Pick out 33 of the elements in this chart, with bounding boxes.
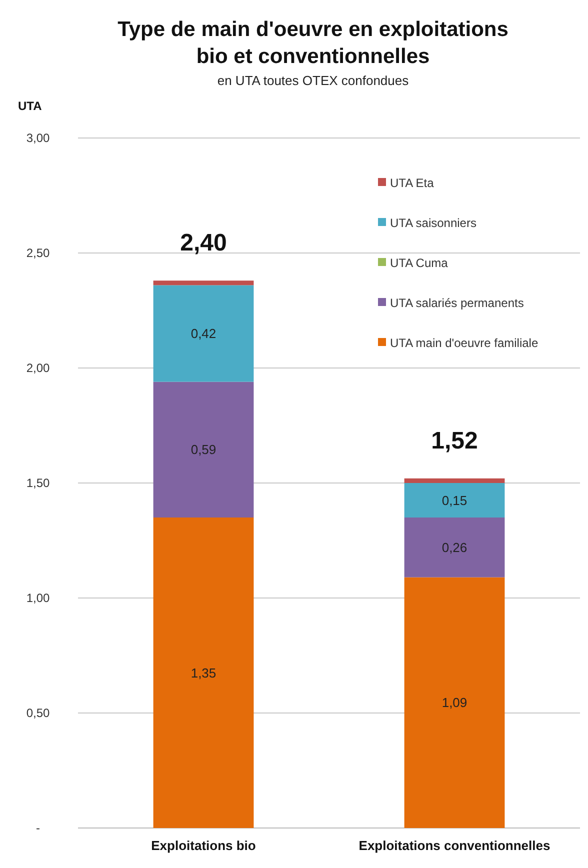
data-label: 0,59 [190,442,216,458]
total-label: 1,52 [431,427,478,454]
y-axis-title: UTA [18,99,42,113]
y-tick-label: 1,00 [26,591,50,606]
data-label: 1,09 [442,695,468,710]
bar [153,518,254,828]
bar [153,382,254,518]
legend-label: UTA Eta [390,176,434,190]
bar [404,483,505,518]
data-label: 0,42 [190,326,216,342]
y-tick-label: 1,50 [26,476,50,490]
y-tick-label: 2,00 [26,361,50,376]
data-label: 1,35 [190,665,216,680]
y-tick-label: 0,50 [26,706,50,720]
legend-label: UTA salariés permanents [390,296,524,310]
chart-title: Type de main d'oeuvre en exploitations bio et conventionnelles [118,18,508,68]
y-tick-label: 2,50 [26,246,50,260]
x-tick-label: Exploitations bio [151,838,256,853]
y-tick-label: 3,00 [26,131,50,146]
legend-label: UTA Cuma [390,256,448,270]
bar [153,285,254,382]
x-tick-label: Exploitations conventionnelles [358,838,550,853]
bar [404,577,505,828]
legend-label: UTA main d'oeuvre familiale [390,336,538,350]
data-label: 0,15 [442,492,468,508]
y-tick-label: - [36,821,40,836]
bar [404,518,505,578]
data-label: 0,26 [442,540,468,555]
legend-label: UTA saisonniers [390,216,476,230]
bar [404,478,505,483]
chart-subtitle: en UTA toutes OTEX confondues [217,73,410,88]
total-label: 2,40 [180,230,227,257]
bar [153,280,254,286]
